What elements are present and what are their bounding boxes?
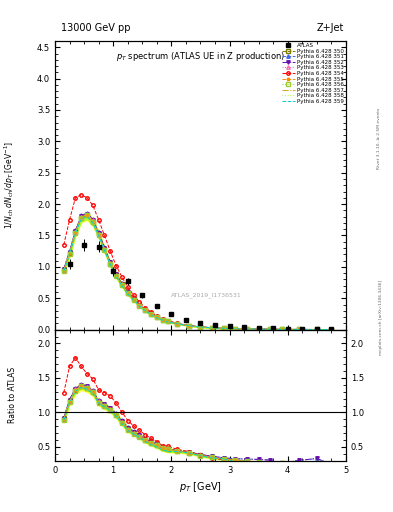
Legend: ATLAS, Pythia 6.428 350, Pythia 6.428 351, Pythia 6.428 352, Pythia 6.428 353, P: ATLAS, Pythia 6.428 350, Pythia 6.428 35… bbox=[282, 42, 344, 104]
Y-axis label: $1/N_\mathrm{ch}\;dN_\mathrm{ch}/dp_T\;[\mathrm{GeV}^{-1}]$: $1/N_\mathrm{ch}\;dN_\mathrm{ch}/dp_T\;[… bbox=[3, 141, 17, 229]
Text: ATLAS_2019_I1736531: ATLAS_2019_I1736531 bbox=[171, 292, 242, 298]
Text: mcplots.cern.ch [arXiv:1306.3436]: mcplots.cern.ch [arXiv:1306.3436] bbox=[379, 280, 383, 355]
Y-axis label: Ratio to ATLAS: Ratio to ATLAS bbox=[8, 367, 17, 423]
Text: $p_T$ spectrum (ATLAS UE in Z production): $p_T$ spectrum (ATLAS UE in Z production… bbox=[116, 50, 285, 62]
Text: 13000 GeV pp: 13000 GeV pp bbox=[61, 23, 130, 33]
Text: Rivet 3.1.10, ≥ 2.5M events: Rivet 3.1.10, ≥ 2.5M events bbox=[377, 108, 381, 169]
X-axis label: $p_T$ [GeV]: $p_T$ [GeV] bbox=[179, 480, 222, 494]
Text: Z+Jet: Z+Jet bbox=[316, 23, 344, 33]
